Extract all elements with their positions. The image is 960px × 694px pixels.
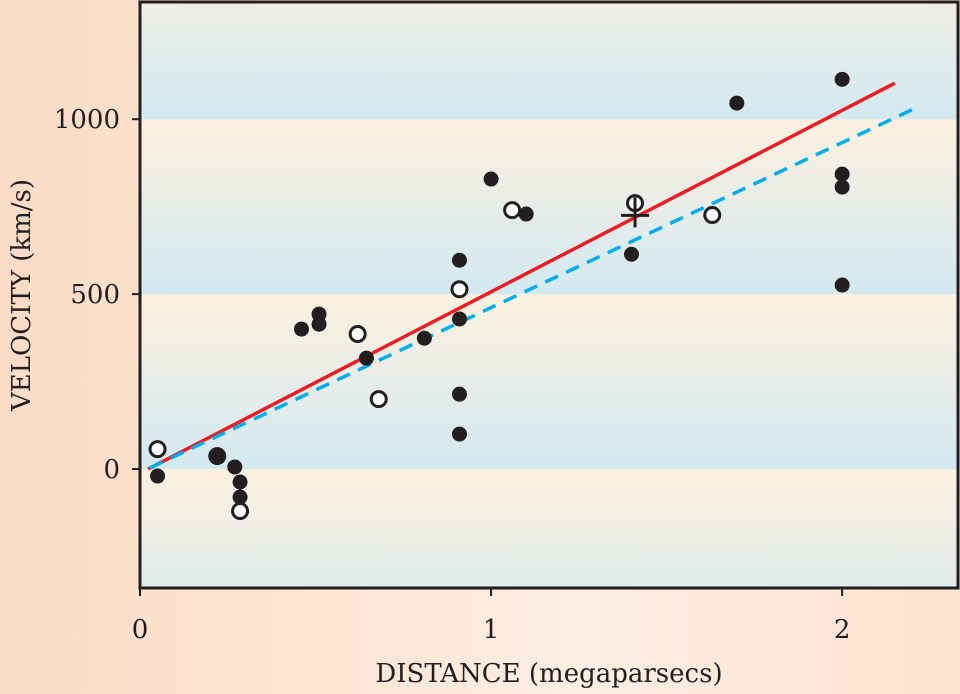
filled-data-point	[451, 252, 467, 268]
filled-data-point	[624, 246, 640, 262]
open-data-point	[369, 390, 388, 409]
filled-data-point	[150, 468, 166, 484]
open-data-point	[503, 201, 522, 220]
background-band	[140, 294, 958, 470]
y-tick-label: 0	[103, 455, 120, 485]
filled-data-point	[293, 321, 309, 337]
fit-red-line	[147, 81, 896, 471]
background-band	[140, 2, 958, 120]
filled-data-point	[232, 474, 248, 490]
fit-blue-line	[149, 104, 921, 470]
filled-data-point	[834, 166, 850, 182]
filled-data-point	[311, 316, 327, 332]
filled-data-point	[834, 179, 850, 195]
filled-data-point	[358, 350, 374, 366]
filled-data-point	[232, 489, 248, 505]
filled-data-point	[227, 459, 243, 475]
open-data-point	[348, 325, 367, 344]
y-tick-label: 1000	[54, 105, 120, 135]
x-axis-label: DISTANCE (megaparsecs)	[375, 659, 722, 689]
open-data-point	[148, 440, 167, 459]
x-tick-label: 0	[132, 615, 149, 645]
filled-data-point	[834, 277, 850, 293]
filled-data-point	[208, 447, 227, 466]
filled-data-point	[416, 330, 432, 346]
y-tick-label: 500	[70, 280, 120, 310]
background-band	[140, 119, 958, 295]
filled-data-point	[483, 171, 499, 187]
filled-data-point	[451, 386, 467, 402]
filled-data-point	[834, 71, 850, 87]
open-data-point	[450, 280, 469, 299]
y-axis-label: VELOCITY (km/s)	[7, 179, 37, 412]
filled-data-point	[451, 311, 467, 327]
open-data-point	[231, 502, 250, 521]
open-data-point	[703, 206, 722, 225]
x-tick-label: 1	[483, 615, 500, 645]
filled-data-point	[518, 206, 534, 222]
filled-data-point	[729, 95, 745, 111]
x-tick-label: 2	[834, 615, 851, 645]
background-band	[140, 469, 958, 588]
filled-data-point	[451, 426, 467, 442]
cross-data-point	[621, 197, 650, 228]
